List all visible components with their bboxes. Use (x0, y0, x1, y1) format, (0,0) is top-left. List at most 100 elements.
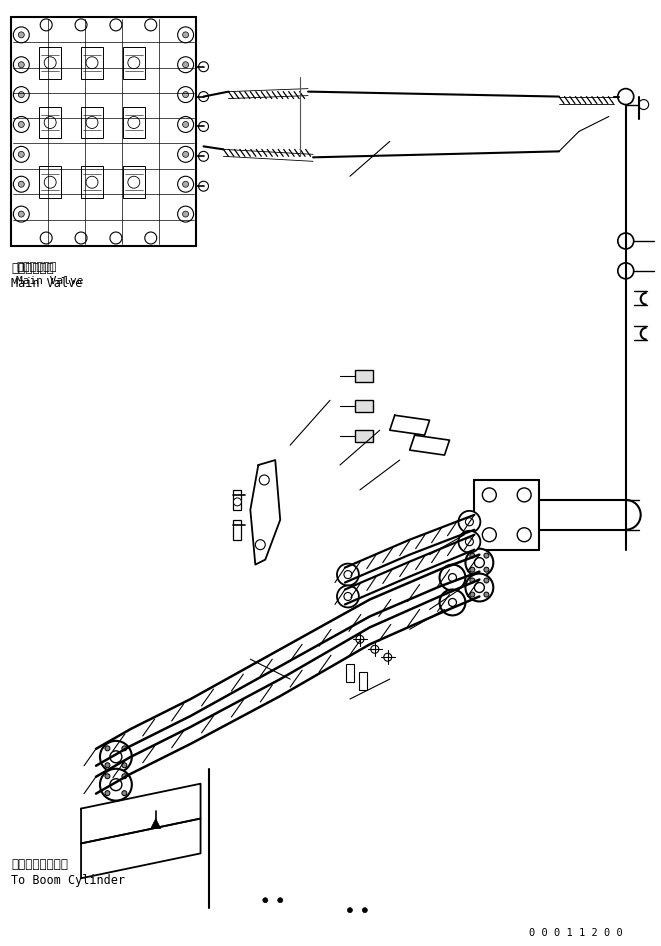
Circle shape (110, 19, 122, 31)
Bar (39, 107, 61, 138)
Circle shape (475, 557, 485, 568)
Circle shape (182, 182, 188, 187)
Circle shape (40, 19, 52, 31)
Circle shape (484, 592, 489, 597)
Text: Main Valve: Main Valve (17, 276, 84, 286)
Bar (39, 166, 61, 198)
Circle shape (178, 206, 194, 222)
Text: ブームシリンダへ: ブームシリンダへ (11, 858, 68, 871)
Circle shape (13, 206, 29, 222)
Circle shape (122, 774, 127, 779)
Circle shape (362, 907, 368, 913)
Circle shape (110, 779, 122, 791)
Circle shape (484, 568, 489, 572)
Circle shape (259, 475, 269, 485)
Circle shape (86, 116, 98, 129)
Circle shape (484, 553, 489, 558)
Circle shape (110, 751, 122, 762)
Circle shape (198, 151, 208, 162)
Circle shape (182, 211, 188, 217)
Circle shape (182, 32, 188, 38)
Circle shape (483, 528, 496, 542)
Bar (39, 46, 61, 79)
Circle shape (105, 791, 110, 796)
Circle shape (440, 589, 465, 616)
Circle shape (122, 762, 127, 768)
Bar (123, 107, 145, 138)
Circle shape (198, 61, 208, 72)
Circle shape (13, 147, 29, 163)
Bar (355, 400, 373, 412)
Circle shape (128, 176, 140, 188)
Text: To Boom Cylinder: To Boom Cylinder (11, 874, 126, 887)
Circle shape (337, 586, 359, 607)
Circle shape (470, 592, 475, 597)
Circle shape (105, 745, 110, 751)
Circle shape (470, 553, 475, 558)
Circle shape (449, 599, 457, 606)
Bar (359, 673, 367, 690)
Circle shape (337, 564, 359, 586)
Circle shape (475, 583, 485, 592)
Bar (123, 166, 145, 198)
Circle shape (128, 57, 140, 69)
Text: Main Valve: Main Valve (11, 277, 83, 289)
Circle shape (178, 176, 194, 192)
Circle shape (19, 121, 24, 128)
Circle shape (19, 92, 24, 97)
Circle shape (145, 232, 157, 244)
Circle shape (145, 19, 157, 31)
Circle shape (105, 774, 110, 779)
Circle shape (75, 232, 87, 244)
Bar (11, 17, 196, 246)
Circle shape (639, 99, 648, 110)
Circle shape (348, 907, 352, 913)
Circle shape (100, 769, 132, 800)
Circle shape (128, 116, 140, 129)
Circle shape (459, 511, 481, 533)
Circle shape (13, 176, 29, 192)
Circle shape (19, 151, 24, 157)
Bar (81, 166, 103, 198)
Circle shape (465, 517, 473, 526)
Circle shape (517, 488, 531, 502)
Circle shape (44, 57, 56, 69)
Circle shape (182, 121, 188, 128)
Circle shape (182, 92, 188, 97)
Circle shape (178, 147, 194, 163)
Bar (123, 46, 145, 79)
Circle shape (618, 89, 634, 105)
Bar (346, 664, 354, 682)
Circle shape (110, 232, 122, 244)
Circle shape (198, 121, 208, 131)
Circle shape (178, 57, 194, 73)
Circle shape (19, 211, 24, 217)
Circle shape (371, 645, 379, 654)
Circle shape (465, 573, 493, 602)
Circle shape (178, 116, 194, 132)
Circle shape (178, 87, 194, 102)
Bar (81, 46, 103, 79)
Circle shape (86, 57, 98, 69)
Circle shape (384, 654, 392, 661)
Circle shape (263, 898, 268, 902)
Circle shape (86, 176, 98, 188)
Circle shape (465, 537, 473, 546)
Text: メインバルブ: メインバルブ (17, 262, 57, 272)
Circle shape (278, 898, 283, 902)
Circle shape (182, 151, 188, 157)
Circle shape (470, 568, 475, 572)
Circle shape (198, 92, 208, 101)
Circle shape (344, 570, 352, 579)
Circle shape (465, 549, 493, 576)
Circle shape (618, 263, 634, 279)
Circle shape (105, 762, 110, 768)
Bar (475, 480, 539, 550)
Circle shape (75, 19, 87, 31)
Circle shape (40, 232, 52, 244)
Circle shape (459, 531, 481, 552)
Circle shape (122, 745, 127, 751)
Circle shape (100, 741, 132, 773)
Circle shape (13, 57, 29, 73)
Circle shape (344, 592, 352, 601)
